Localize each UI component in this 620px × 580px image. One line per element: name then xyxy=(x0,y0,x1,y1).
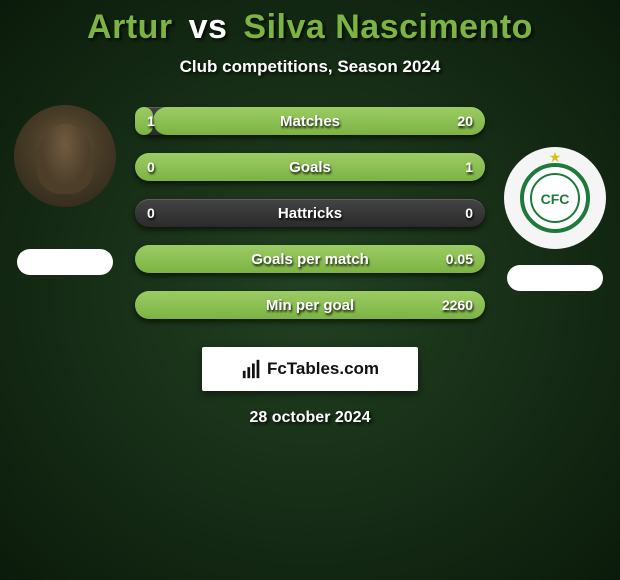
stat-bar: Min per goal 2260 xyxy=(135,291,485,319)
club-crest-icon: ★ CFC xyxy=(520,163,590,233)
stat-value-left: 0 xyxy=(147,205,155,221)
stat-value-left: 1 xyxy=(147,113,155,129)
crest-text: CFC xyxy=(541,191,570,207)
player2-avatar: ★ CFC xyxy=(504,147,606,249)
star-icon: ★ xyxy=(549,149,562,166)
stat-label: Goals xyxy=(289,159,331,176)
stat-value-right: 2260 xyxy=(442,297,473,313)
stat-label: Matches xyxy=(280,113,340,130)
player2-name: Silva Nascimento xyxy=(243,8,533,46)
page-title: Artur vs Silva Nascimento xyxy=(0,8,620,47)
stat-value-left: 0 xyxy=(147,159,155,175)
stat-bar: 0 Goals 1 xyxy=(135,153,485,181)
player2-flag-pill xyxy=(507,265,603,291)
subtitle: Club competitions, Season 2024 xyxy=(0,57,620,77)
stat-label: Min per goal xyxy=(266,297,354,314)
stat-label: Hattricks xyxy=(278,205,342,222)
vs-label: vs xyxy=(189,8,228,46)
barchart-icon xyxy=(241,358,263,380)
stat-bar: 0 Hattricks 0 xyxy=(135,199,485,227)
stat-bars: 1 Matches 20 0 Goals 1 0 Hattricks 0 Goals per ma… xyxy=(135,107,485,319)
player1-flag-pill xyxy=(17,249,113,275)
logo-text: FcTables.com xyxy=(267,359,379,379)
stat-bar: Goals per match 0.05 xyxy=(135,245,485,273)
source-logo: FcTables.com xyxy=(202,347,418,391)
stat-value-right: 1 xyxy=(465,159,473,175)
player1-name: Artur xyxy=(87,8,173,46)
stat-value-right: 0.05 xyxy=(446,251,473,267)
stat-label: Goals per match xyxy=(251,251,369,268)
avatar-silhouette-icon xyxy=(37,124,93,194)
date-label: 28 october 2024 xyxy=(0,409,620,427)
left-player-column xyxy=(9,105,121,275)
comparison-row: 1 Matches 20 0 Goals 1 0 Hattricks 0 Goals per ma… xyxy=(0,107,620,319)
stat-bar: 1 Matches 20 xyxy=(135,107,485,135)
stat-value-right: 20 xyxy=(457,113,473,129)
player1-avatar xyxy=(14,105,116,207)
right-player-column: ★ CFC xyxy=(499,147,611,291)
card: Artur vs Silva Nascimento Club competiti… xyxy=(0,0,620,427)
stat-value-right: 0 xyxy=(465,205,473,221)
